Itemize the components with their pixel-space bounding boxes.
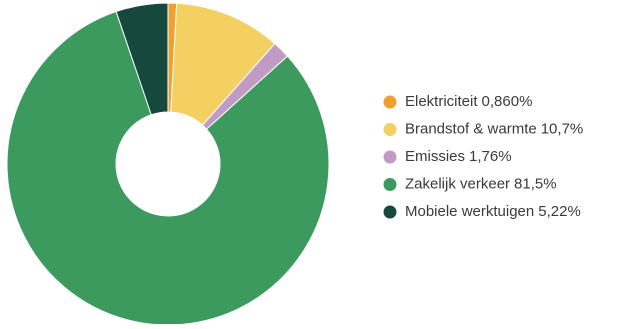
legend-value: 81,5% (514, 175, 557, 192)
legend-label: Emissies (405, 148, 465, 165)
legend-entry: Mobiele werktuigen 5,22% (405, 203, 581, 220)
legend-marker (383, 123, 397, 136)
legend-entry: Zakelijk verkeer 81,5% (405, 175, 557, 192)
legend-entry: Brandstof & warmte 10,7% (405, 120, 583, 137)
legend-label: Brandstof & warmte (405, 120, 537, 137)
legend-value: 10,7% (541, 120, 584, 137)
legend-value: 1,76% (469, 148, 512, 165)
legend-value: 5,22% (538, 203, 581, 220)
legend-entry: Emissies 1,76% (405, 148, 512, 165)
legend-entry: Elektriciteit 0,860% (405, 93, 532, 110)
legend-marker (383, 150, 397, 164)
donut-segment (170, 2, 276, 126)
legend-marker (383, 205, 397, 219)
legend-marker (383, 178, 397, 191)
donut-segment (6, 10, 330, 326)
legend-marker (383, 95, 397, 109)
legend-label: Elektriciteit (405, 93, 478, 110)
legend-label: Mobiele werktuigen (405, 203, 534, 220)
donut-segment (115, 2, 169, 116)
legend-value: 0,860% (482, 93, 533, 110)
legend-label: Zakelijk verkeer (405, 175, 510, 192)
